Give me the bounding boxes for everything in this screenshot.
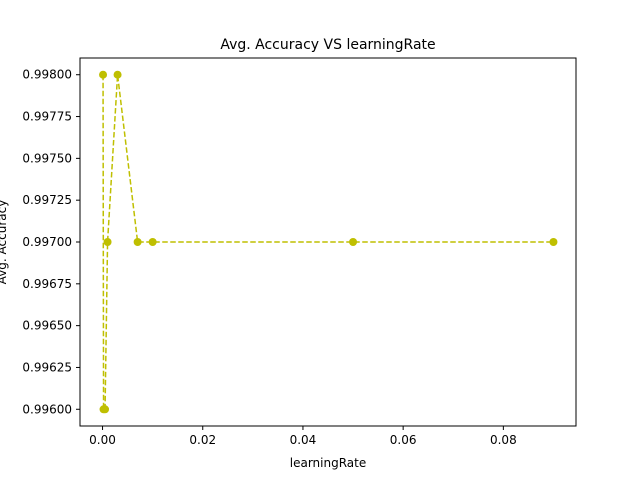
chart-title: Avg. Accuracy VS learningRate xyxy=(220,37,435,53)
x-tick-label: 0.02 xyxy=(189,433,216,447)
y-tick-label: 0.99675 xyxy=(22,277,72,291)
data-point xyxy=(133,238,142,246)
data-point xyxy=(113,70,122,79)
x-axis-label: learningRate xyxy=(290,456,366,470)
y-tick-label: 0.99650 xyxy=(22,319,72,333)
y-tick-label: 0.99800 xyxy=(22,68,72,82)
y-tick-label: 0.99775 xyxy=(22,110,72,124)
y-tick-label: 0.99600 xyxy=(22,402,72,416)
x-tick-label: 0.00 xyxy=(89,433,116,447)
ticks-layer: 0.00 0.02 0.04 0.06 0.08 0.99600 0.99625 0.9965… xyxy=(22,68,516,447)
x-tick-label: 0.08 xyxy=(490,433,517,447)
data-point xyxy=(99,70,108,79)
data-point xyxy=(148,238,157,246)
plot-frame xyxy=(79,57,577,427)
series-line xyxy=(102,74,554,411)
series-layer xyxy=(99,70,558,414)
y-tick-label: 0.99725 xyxy=(22,193,72,207)
x-tick-label: 0.04 xyxy=(290,433,317,447)
data-point xyxy=(101,405,110,414)
data-point xyxy=(103,238,112,246)
y-tick-label: 0.99625 xyxy=(22,360,72,374)
x-tick-label: 0.06 xyxy=(390,433,417,447)
data-point xyxy=(549,238,558,246)
data-point xyxy=(349,238,358,246)
y-axis-label: Avg. Accuracy xyxy=(0,200,9,285)
y-tick-label: 0.99700 xyxy=(22,235,72,249)
y-tick-label: 0.99750 xyxy=(22,151,72,165)
